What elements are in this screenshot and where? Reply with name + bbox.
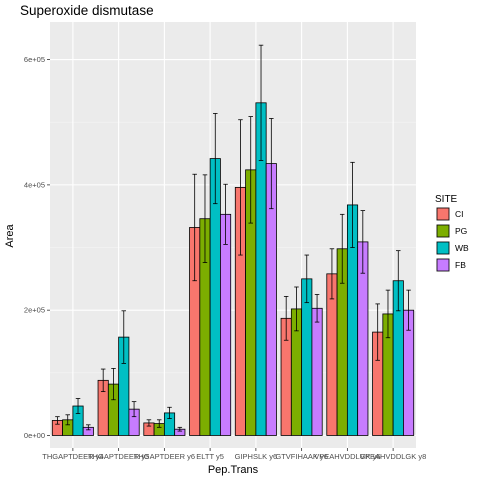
legend: SITE CI PG WB FB <box>435 194 469 272</box>
x-tick-label: THGAPTDEER y6 <box>134 452 195 461</box>
x-axis-title: Pep.Trans <box>208 464 259 476</box>
legend-swatch-ci <box>436 207 450 221</box>
y-tick-label: 0e+00 <box>24 431 45 440</box>
legend-label-fb: FB <box>455 260 466 270</box>
x-tick-label: THGAPTDEER y5 <box>88 452 149 461</box>
error-bars <box>55 44 411 432</box>
x-tick-label: ELTT y5 <box>196 452 224 461</box>
y-tick-label: 4e+05 <box>24 180 45 189</box>
legend-label-pg: PG <box>455 226 467 236</box>
x-tick-label: VPEAHVDDLGK y6 <box>314 452 380 461</box>
y-axis: 0e+00 2e+05 4e+05 6e+05 <box>24 55 50 440</box>
legend-label-wb: WB <box>455 243 469 253</box>
legend-title: SITE <box>435 194 458 205</box>
chart-title: Superoxide dismutase <box>20 3 154 18</box>
bars <box>51 102 415 436</box>
x-tick-label: GIPHSLK y6 <box>235 452 278 461</box>
x-tick-label: GTVFIHAAK y6 <box>275 452 328 461</box>
y-tick-label: 6e+05 <box>24 55 45 64</box>
legend-swatch-fb <box>436 258 450 272</box>
x-tick-label: VPEAHVDDLGK y8 <box>360 452 426 461</box>
bar-fb <box>220 213 232 436</box>
y-axis-title: Area <box>4 224 16 248</box>
legend-label-ci: CI <box>455 209 464 219</box>
x-tick-label: THGAPTDEER y4 <box>42 452 103 461</box>
bar-fb <box>311 307 323 436</box>
legend-swatch-pg <box>436 224 450 238</box>
legend-swatch-wb <box>436 241 450 255</box>
y-tick-label: 2e+05 <box>24 306 45 315</box>
